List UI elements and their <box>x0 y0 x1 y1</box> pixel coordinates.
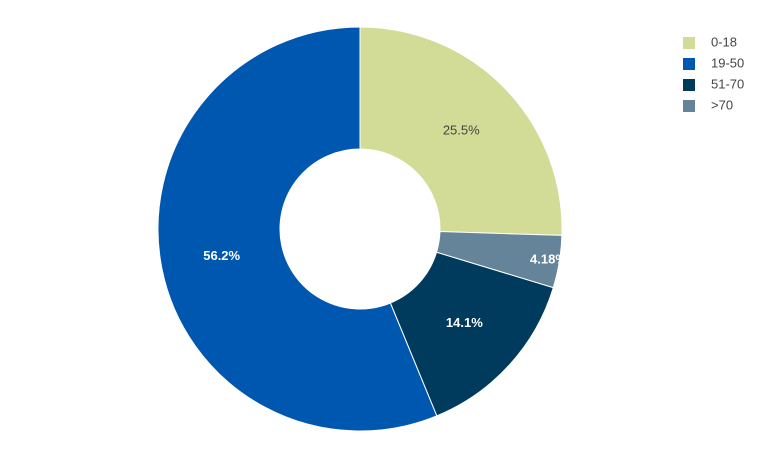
pie-slice <box>359 26 563 236</box>
legend-label: 19-50 <box>711 55 744 70</box>
legend-label: 0-18 <box>711 34 737 49</box>
slice-label: 25.5% <box>443 122 480 137</box>
slice-label: 56.2% <box>203 248 240 263</box>
legend-label: >70 <box>711 97 733 112</box>
slice-label: 14.1% <box>446 315 483 330</box>
legend-swatch <box>683 100 695 112</box>
legend-swatch <box>683 79 695 91</box>
legend-swatch <box>683 58 695 70</box>
pie-slice <box>435 231 563 289</box>
pie-slice <box>389 251 554 417</box>
legend-swatch <box>683 37 695 49</box>
legend-label: 51-70 <box>711 76 744 91</box>
slice-label: 4.18% <box>530 251 567 266</box>
pie-slice <box>157 26 438 432</box>
